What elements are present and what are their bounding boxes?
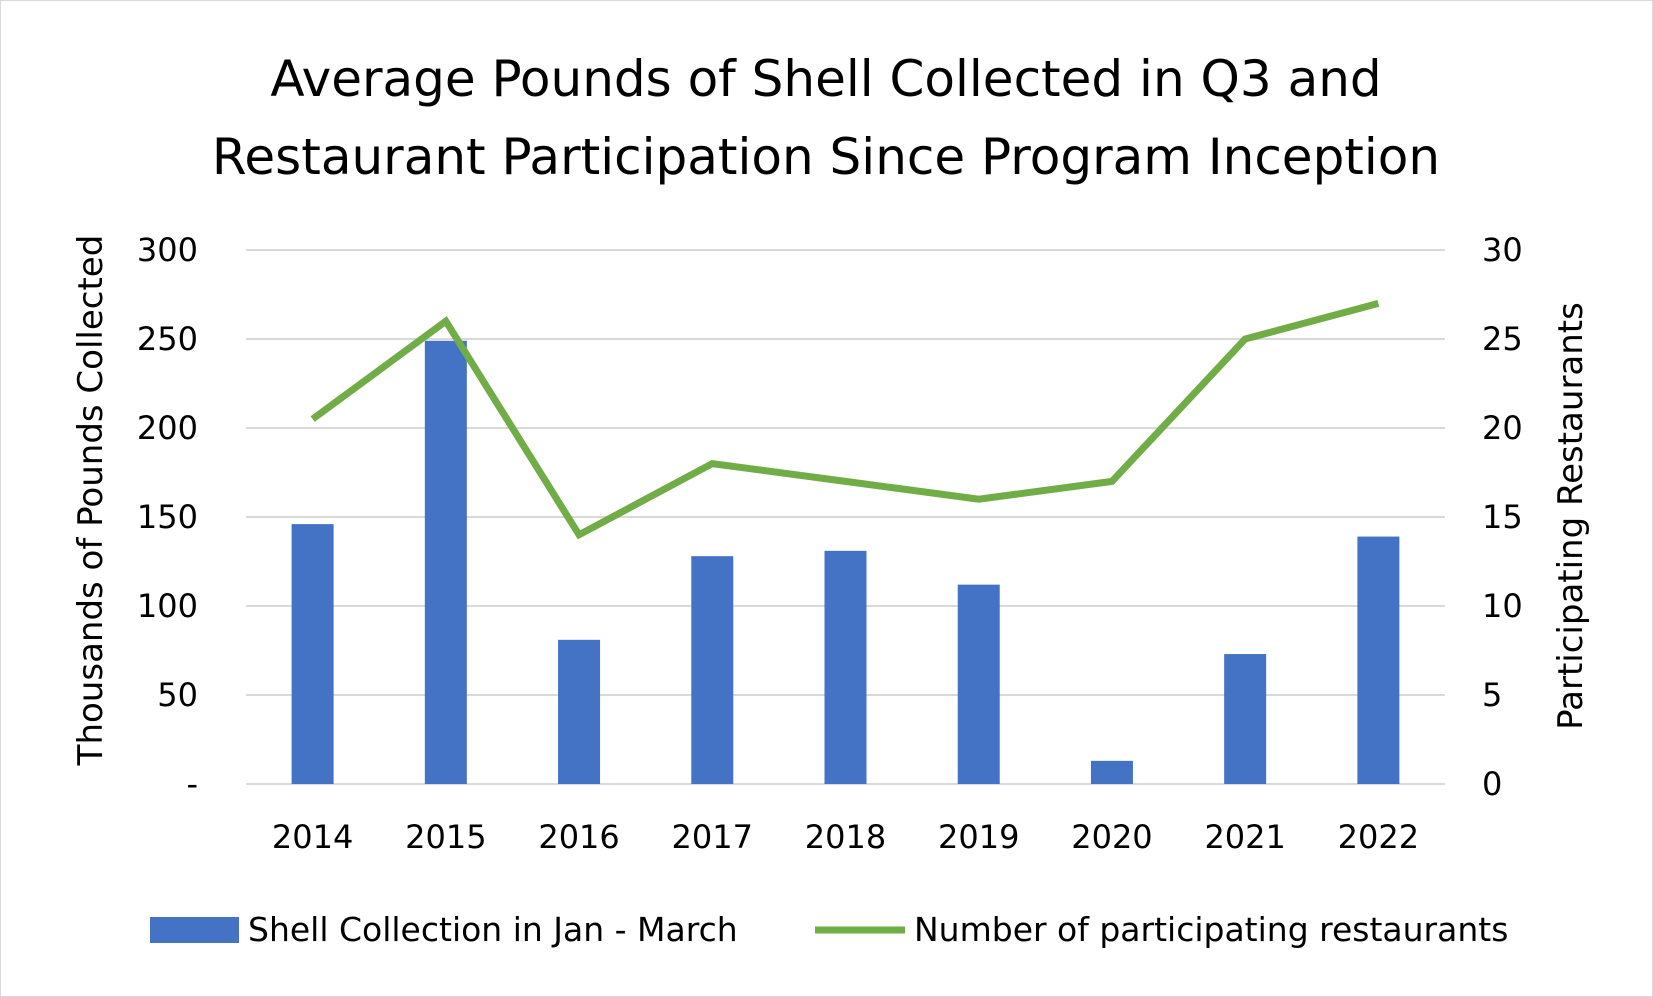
bar [291,524,334,784]
y-tick-label: 100 [137,587,198,625]
bar [1090,760,1133,784]
x-tick-label: 2022 [1338,818,1419,856]
bar [824,550,867,784]
chart-title-line-1: Average Pounds of Shell Collected in Q3 … [270,50,1381,108]
legend-line-label: Number of participating restaurants [914,910,1508,949]
x-tick-label: 2016 [538,818,619,856]
x-axis-ticks: 2014 2015 2016 2017 2018 2019 2020 2021 2022 [272,818,1419,856]
restaurants-line [310,300,1380,540]
y-axis-title: Thousands of Pounds Collected [71,235,111,767]
y2-tick-label: 20 [1482,409,1523,447]
legend-bar-swatch [150,917,239,943]
x-tick-label: 2017 [672,818,753,856]
legend-bar-label: Shell Collection in Jan - March [248,910,738,949]
bar [1357,536,1400,784]
y2-tick-label: 25 [1482,320,1523,358]
y-tick-label: 50 [157,676,198,714]
y-tick-label: 250 [137,320,198,358]
y-tick-label: 150 [137,498,198,536]
y2-tick-label: 10 [1482,587,1523,625]
y2-tick-label: 5 [1482,676,1502,714]
y2-axis-title: Participating Restaurants [1551,302,1591,730]
left-axis-ticks: - 50 100 150 200 250 300 [137,231,198,803]
x-tick-label: 2020 [1071,818,1152,856]
bar [957,584,1000,784]
y-tick-label: - [186,765,198,803]
x-tick-label: 2015 [405,818,486,856]
x-tick-label: 2019 [938,818,1019,856]
bar [1224,654,1267,784]
x-tick-label: 2021 [1204,818,1285,856]
x-tick-label: 2014 [272,818,353,856]
y-tick-label: 200 [137,409,198,447]
bar-series [291,340,1400,784]
y2-tick-label: 30 [1482,231,1523,269]
y-tick-label: 300 [137,231,198,269]
bar [558,639,601,784]
y2-tick-label: 15 [1482,498,1523,536]
bar [424,340,467,784]
y2-tick-label: 0 [1482,765,1502,803]
line-series [310,300,1380,540]
chart-title-line-2: Restaurant Participation Since Program I… [212,128,1440,186]
x-tick-label: 2018 [805,818,886,856]
right-axis-ticks: 0 5 10 15 20 25 30 [1482,231,1523,803]
legend: Shell Collection in Jan - March Number o… [150,910,1508,949]
bar [691,556,734,784]
